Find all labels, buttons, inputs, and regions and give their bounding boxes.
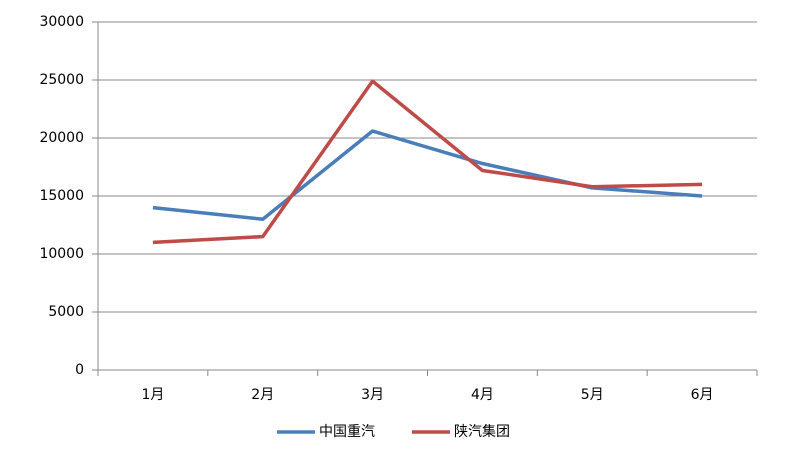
y-tick-label: 10000	[39, 246, 84, 262]
x-tick-label: 2月	[251, 387, 274, 403]
y-tick-label: 20000	[39, 130, 84, 146]
y-tick-label: 0	[75, 362, 84, 378]
y-tick-label: 5000	[48, 304, 84, 320]
x-tick-label: 1月	[141, 387, 164, 403]
y-tick-label: 15000	[39, 188, 84, 204]
y-tick-label: 25000	[39, 72, 84, 88]
x-tick-label: 4月	[471, 387, 494, 403]
legend-label: 中国重汽	[319, 424, 375, 440]
x-tick-label: 3月	[361, 387, 384, 403]
line-series	[152, 129, 703, 221]
line-series	[152, 79, 703, 245]
y-tick-label: 30000	[39, 14, 84, 30]
legend-label: 陕汽集团	[454, 423, 510, 440]
x-tick-label: 5月	[581, 387, 604, 403]
x-tick-label: 6月	[691, 387, 714, 403]
